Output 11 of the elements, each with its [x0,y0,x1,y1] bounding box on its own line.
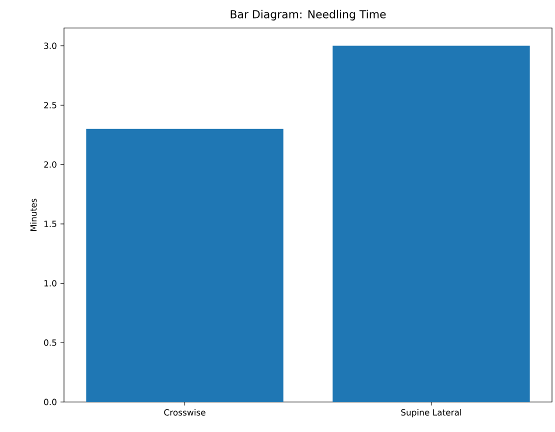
y-tick-label: 2.0 [44,161,56,168]
y-tick-label: 3.0 [44,42,56,50]
y-tick-label: 1.5 [44,220,56,228]
x-tick-label: Supine Lateral [401,409,462,418]
y-tick-label: 2.5 [44,102,56,108]
x-tick-label: Crosswise [164,409,206,416]
y-tick-label: 0.5 [44,339,56,346]
y-tick-label: 0.0 [44,398,56,406]
y-tick-label: 1.0 [44,280,56,286]
chart-title: Bar Diagram: Needling Time [230,10,386,20]
y-axis-title: Minutes [30,198,37,231]
